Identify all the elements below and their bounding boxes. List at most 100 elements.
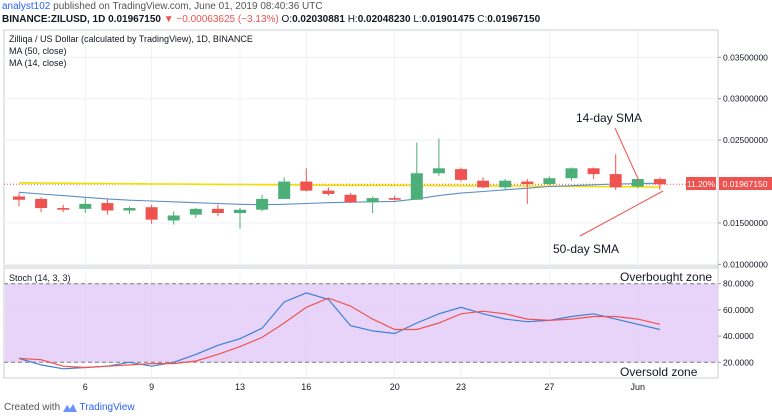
stoch-tick-label: 60.0000 — [723, 305, 754, 315]
candle-up — [410, 142, 423, 200]
candle-body — [410, 173, 423, 200]
author-link[interactable]: analyst102 — [2, 1, 51, 12]
stoch-tick-label: 40.0000 — [723, 331, 754, 341]
candle-body — [587, 168, 600, 175]
candle-body — [13, 196, 25, 200]
candle-down — [35, 197, 48, 213]
candle-down — [653, 177, 666, 190]
candle-down — [587, 167, 600, 180]
price-tick-label: 0.03000000 — [723, 94, 768, 104]
candle-up — [79, 198, 92, 214]
candle-up — [565, 167, 578, 181]
open-label: O: — [281, 14, 293, 25]
legend-ma50: MA (50, close) — [9, 46, 67, 56]
symbol-line: BINANCE:ZILUSD, 1D 0.01967150 ▼ −0.00063… — [2, 14, 540, 25]
candle-down — [13, 193, 25, 207]
candle-down — [388, 195, 401, 201]
candle-up — [631, 178, 644, 189]
chart-area[interactable]: 0.01000000 0.01500000 0.02500000 0.03000000… — [0, 28, 772, 400]
low-value: 0.01901475 — [421, 14, 475, 25]
price-tick-label: 0.01500000 — [723, 218, 768, 228]
publish-line: analyst102 published on TradingView.com,… — [2, 1, 323, 12]
sma50-annotation: 50-day SMA — [553, 242, 619, 256]
time-tick-label: 20 — [390, 382, 400, 392]
candle-body — [79, 203, 92, 209]
open-value: 0.02030881 — [292, 14, 345, 25]
candle-body — [167, 215, 180, 221]
candle-up — [167, 211, 180, 225]
high-value: 0.02048230 — [357, 14, 411, 25]
candle-body — [322, 190, 335, 194]
ma14-line — [18, 182, 660, 206]
candle-down — [477, 177, 490, 189]
candle-body — [211, 208, 224, 214]
candle-down — [145, 204, 158, 224]
candle-down — [344, 193, 357, 204]
legend-ma14: MA (14, close) — [9, 58, 67, 68]
candle-body — [455, 169, 467, 180]
candle-body — [234, 209, 246, 214]
price-tick-label: 0.01000000 — [723, 259, 768, 269]
stoch-tick-label: 20.0000 — [723, 357, 754, 367]
time-tick-label: Jun — [631, 382, 646, 392]
high-label: H: — [347, 14, 358, 25]
price-badge: 0.01967150 — [723, 179, 768, 189]
candle-body — [344, 194, 357, 203]
tradingview-logo-icon — [62, 403, 77, 412]
stoch-axis: 20.0000 40.0000 60.0000 80.0000 — [718, 279, 754, 367]
created-with-text: Created with — [4, 402, 61, 413]
candle-body — [609, 174, 622, 188]
oversold-annotation: Oversold zone — [620, 365, 698, 379]
footer: Created with TradingView — [4, 402, 135, 413]
stoch-d-line — [18, 297, 661, 369]
sma14-annotation: 14-day SMA — [576, 111, 642, 125]
time-axis: 6 9 13 16 20 23 27 Jun — [83, 382, 645, 392]
overbought-annotation: Overbought zone — [620, 270, 712, 284]
candle-down — [455, 167, 467, 182]
time-tick-label: 6 — [83, 382, 88, 392]
price-pane[interactable] — [3, 29, 719, 267]
candle-up — [366, 196, 379, 214]
time-tick-label: 23 — [456, 382, 466, 392]
candle-body — [57, 208, 70, 210]
candle-body — [189, 208, 202, 215]
candle-up — [234, 208, 246, 229]
candle-body — [101, 203, 114, 211]
price-tick-label: 0.02500000 — [723, 135, 768, 145]
candle-body — [653, 179, 666, 185]
candle-down — [211, 204, 224, 217]
candle-down — [300, 168, 313, 192]
close-value: 0.01967150 — [487, 14, 541, 25]
time-tick-label: 13 — [235, 382, 245, 392]
stoch-band — [5, 283, 718, 363]
candle-body — [366, 198, 379, 203]
candle-body — [499, 180, 512, 188]
candle-body — [521, 181, 534, 185]
candle-body — [123, 208, 136, 211]
candle-up — [278, 177, 291, 199]
price-change: ▼ −0.00063625 (−3.13%) — [163, 14, 279, 25]
stoch-lines — [18, 292, 661, 370]
candle-up — [432, 138, 445, 176]
candle-body — [145, 207, 158, 220]
candle-body — [35, 198, 48, 209]
symbol-label: BINANCE:ZILUSD, 1D — [2, 14, 106, 25]
time-tick-label: 16 — [301, 382, 311, 392]
candle-up — [543, 176, 556, 185]
percent-badge-bg — [686, 177, 716, 190]
price-axis: 0.01000000 0.01500000 0.02500000 0.03000000… — [718, 52, 768, 269]
candle-down — [101, 198, 114, 215]
legend-title: Zilliqa / US Dollar (calculated by Tradi… — [9, 34, 253, 44]
tradingview-brand[interactable]: TradingView — [79, 402, 135, 413]
sma14-arrow — [614, 127, 640, 182]
moving-averages — [18, 182, 660, 206]
price-tick-label: 0.03500000 — [723, 52, 768, 62]
candle-body — [477, 180, 490, 188]
candle-body — [631, 179, 644, 187]
candle-body — [565, 168, 578, 179]
candle-body — [278, 181, 291, 199]
time-tick-label: 9 — [149, 382, 154, 392]
candle-body — [388, 198, 401, 200]
percent-badge: 11.20% — [687, 179, 716, 189]
candle-up — [189, 208, 202, 218]
